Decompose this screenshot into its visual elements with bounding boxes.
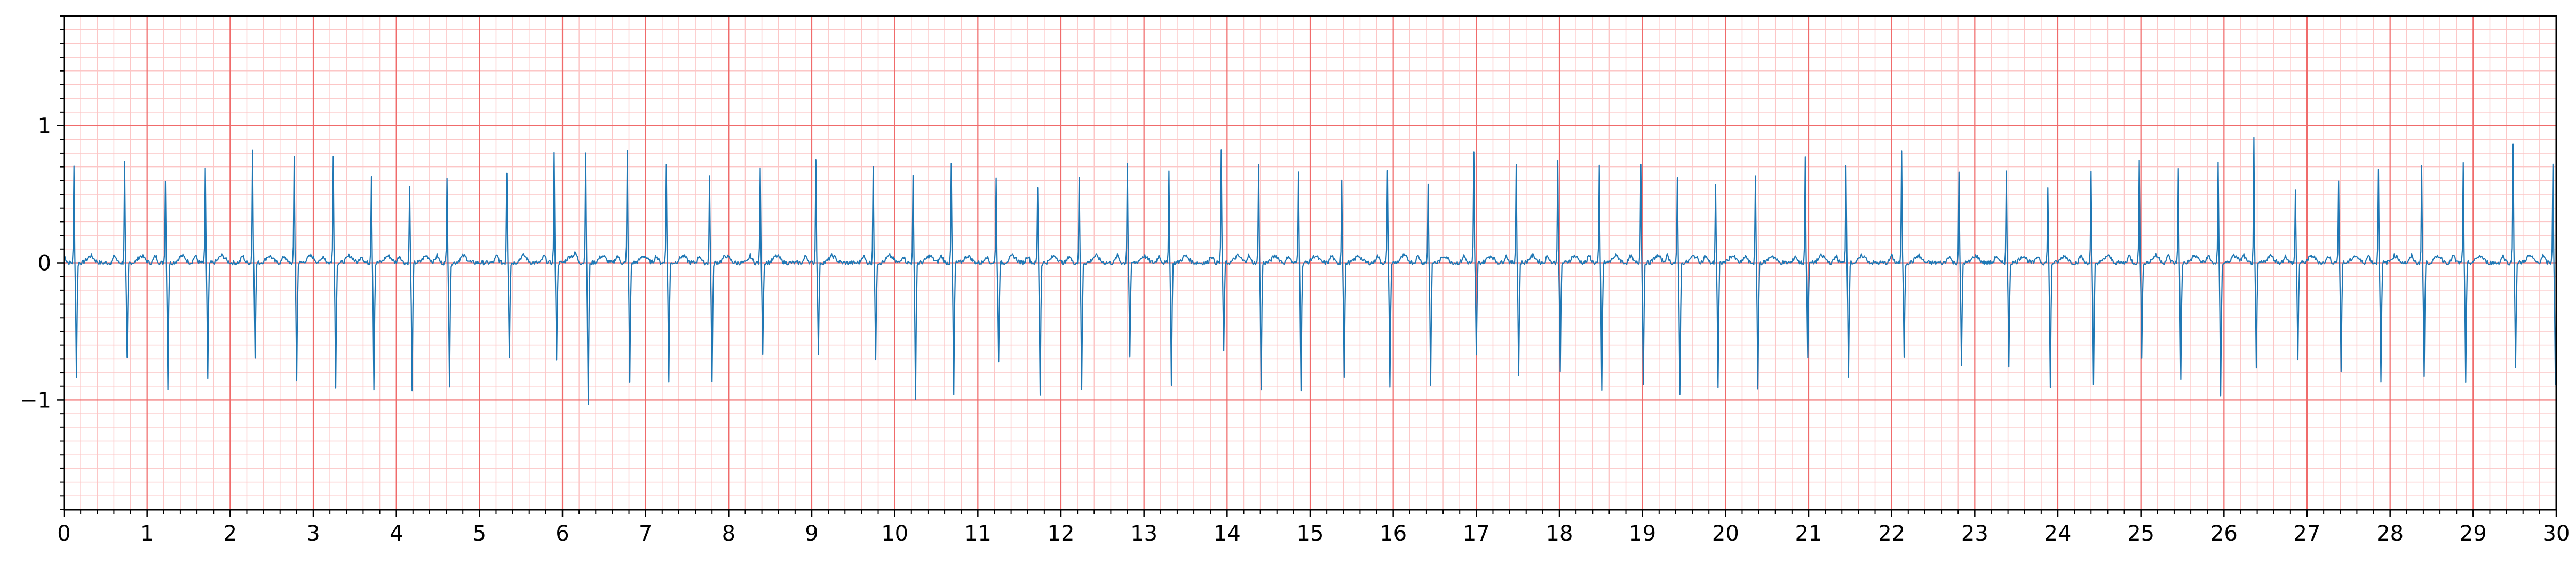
x-tick-label: 3	[306, 521, 320, 546]
x-tick-label: 1	[140, 521, 154, 546]
x-tick-label: 6	[556, 521, 569, 546]
x-tick-label: 7	[639, 521, 652, 546]
x-tick-label: 9	[805, 521, 818, 546]
x-tick-label: 18	[1546, 521, 1573, 546]
x-tick-label: 19	[1629, 521, 1656, 546]
x-tick-label: 27	[2294, 521, 2321, 546]
x-tick-label: 25	[2127, 521, 2154, 546]
x-tick-label: 24	[2044, 521, 2072, 546]
x-tick-label: 5	[473, 521, 486, 546]
x-tick-label: 28	[2376, 521, 2404, 546]
x-tick-label: 16	[1380, 521, 1407, 546]
x-tick-label: 21	[1795, 521, 1822, 546]
x-tick-label: 20	[1712, 521, 1739, 546]
x-tick-label: 2	[224, 521, 237, 546]
x-tick-label: 4	[390, 521, 403, 546]
x-tick-label: 29	[2460, 521, 2487, 546]
x-tick-label: 13	[1130, 521, 1158, 546]
x-tick-label: 14	[1214, 521, 1241, 546]
x-tick-label: 15	[1297, 521, 1324, 546]
y-tick-label: 0	[38, 251, 51, 276]
x-tick-label: 30	[2543, 521, 2570, 546]
x-tick-label: 8	[722, 521, 735, 546]
x-tick-label: 26	[2210, 521, 2238, 546]
x-axis-ticks: 0 1 2 3 4 5 6 7 8 9 10 11 12 13 14 15 16 17 18 19 20 21 22 23 24…	[57, 510, 2570, 546]
x-tick-label: 17	[1463, 521, 1490, 546]
x-tick-label: 10	[881, 521, 908, 546]
y-tick-label: −1	[20, 388, 51, 413]
y-tick-label: 1	[38, 114, 51, 139]
x-tick-label: 22	[1878, 521, 1905, 546]
x-tick-label: 12	[1048, 521, 1075, 546]
x-tick-label: 11	[964, 521, 992, 546]
major-gridlines	[64, 16, 2556, 510]
x-tick-label: 0	[57, 521, 70, 546]
x-tick-label: 23	[1961, 521, 1988, 546]
y-axis-ticks: −1 0 1	[20, 16, 64, 510]
